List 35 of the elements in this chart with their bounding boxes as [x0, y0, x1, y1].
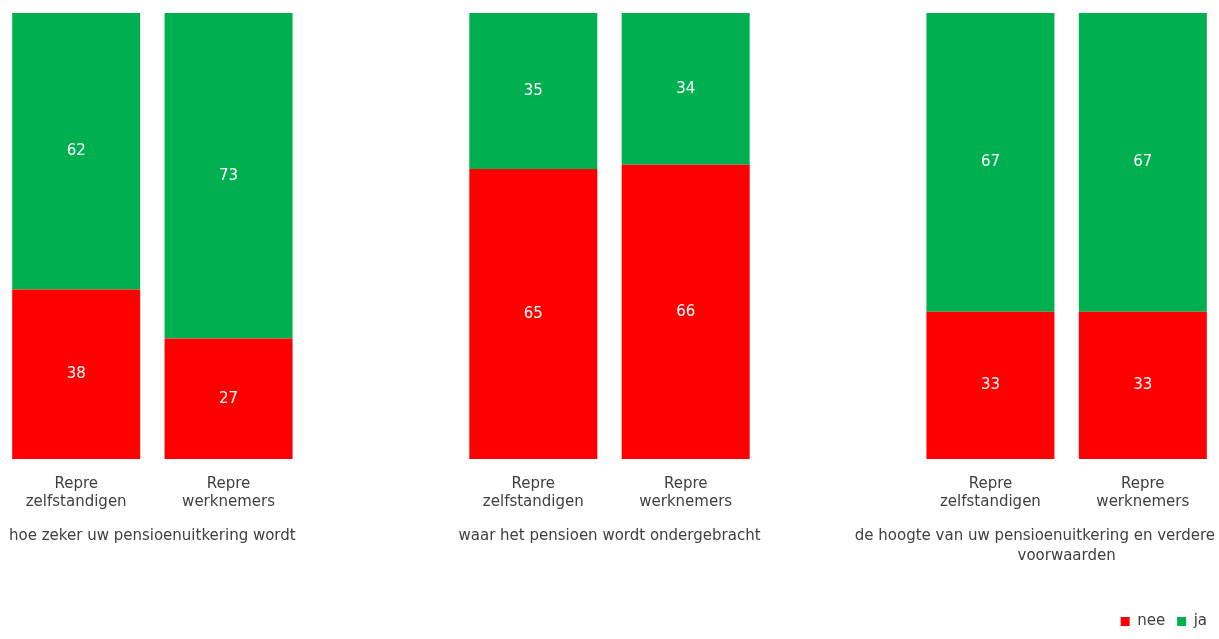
- x-tick-label: Repre zelfstandigen: [482, 473, 584, 510]
- text: de hoogte van uw pensioenuitkering en verdere voorwaarden: [854, 526, 1215, 565]
- x-tick-label: Repre werknemers: [182, 473, 276, 510]
- data-label: 67: [980, 152, 1000, 171]
- data-label: 73: [219, 165, 239, 184]
- x-tick-label: Repre werknemers: [639, 473, 733, 510]
- data-label: 33: [1133, 375, 1153, 394]
- bar: [164, 338, 293, 459]
- legend-label: nee: [1137, 611, 1166, 630]
- bar: [1078, 311, 1207, 459]
- bar: [12, 13, 141, 290]
- bar: [164, 13, 293, 339]
- x-tick-label: Repre zelfstandigen: [939, 473, 1041, 510]
- bar: [926, 13, 1055, 312]
- bar: [621, 13, 750, 165]
- bar: [469, 13, 598, 170]
- data-label: 27: [219, 388, 239, 407]
- bar: [621, 164, 750, 459]
- legend-label: ja: [1192, 611, 1207, 630]
- data-label: 65: [523, 303, 543, 322]
- data-label: 62: [66, 141, 86, 160]
- data-label: 35: [523, 80, 543, 99]
- bar: [1078, 13, 1207, 312]
- x-tick-label: Repre werknemers: [1096, 473, 1190, 510]
- data-label: 33: [980, 375, 1000, 394]
- data-label: 66: [676, 301, 696, 320]
- bar: [469, 169, 598, 459]
- data-label: 34: [676, 78, 696, 97]
- x-tick-label: Repre zelfstandigen: [25, 473, 127, 510]
- text: waar het pensioen wordt ondergebracht: [458, 526, 761, 545]
- bar: [926, 311, 1055, 459]
- data-label: 38: [66, 364, 86, 383]
- data-label: 67: [1133, 152, 1153, 171]
- text: hoe zeker uw pensioenuitkering wordt: [9, 526, 296, 545]
- bar: [12, 289, 141, 459]
